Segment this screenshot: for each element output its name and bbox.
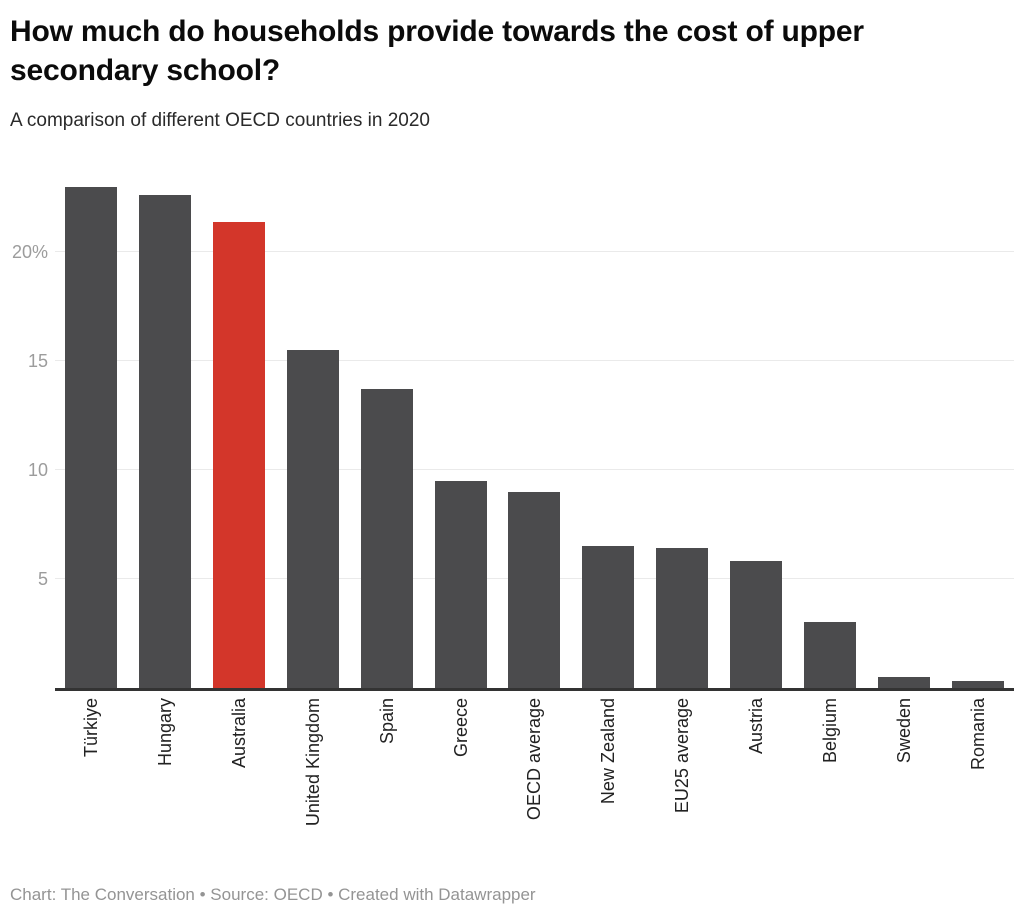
x-axis-labels: Türkiye Hungary Australia United Kingdom Spa… — [55, 698, 1014, 870]
chart-title: How much do households provide towards t… — [10, 15, 864, 87]
chart-subtitle: A comparison of different OECD countries… — [10, 110, 430, 131]
x-label-spain: Spain — [376, 697, 397, 744]
x-label-new-zealand: New Zealand — [598, 697, 619, 804]
x-label-greece: Greece — [450, 697, 471, 757]
x-label-eu25-average: EU25 average — [672, 697, 693, 813]
y-tick-label-5: 5 — [37, 568, 48, 589]
bar-spain — [360, 389, 413, 688]
bar-eu25-average — [656, 548, 709, 688]
gridline-15 — [55, 360, 1014, 361]
x-label-cell-sweden: Sweden — [878, 698, 930, 870]
x-label-cell-eu25-average: EU25 average — [656, 698, 708, 870]
x-label-cell-belgium: Belgium — [804, 698, 856, 870]
bar-austria — [730, 561, 783, 688]
x-label-cell-romania: Romania — [952, 698, 1004, 870]
bar-new-zealand — [582, 546, 635, 688]
bar-chart: 5 10 15 20% Türkiye Hungary Australia United K… — [10, 176, 1014, 870]
bar-turkiye — [65, 186, 117, 688]
y-tick-label-20: 20% — [11, 242, 48, 263]
bar-australia — [212, 221, 265, 688]
y-tick-label-15: 15 — [27, 351, 48, 371]
attribution-footer: Chart: The Conversation • Source: OECD •… — [10, 884, 536, 904]
x-label-cell-hungary: Hungary — [139, 698, 191, 870]
x-label-australia: Australia — [228, 697, 249, 768]
gridline-20 — [55, 251, 1014, 253]
x-label-united-kingdom: United Kingdom — [302, 697, 323, 826]
bar-belgium — [804, 622, 857, 688]
x-label-cell-new-zealand: New Zealand — [582, 698, 634, 870]
x-label-cell-united-kingdom: United Kingdom — [287, 698, 339, 870]
x-label-oecd-average: OECD average — [524, 697, 545, 820]
bar-oecd-average — [508, 491, 561, 688]
x-label-cell-austria: Austria — [730, 698, 782, 870]
gridline-10 — [55, 468, 1014, 470]
x-label-cell-spain: Spain — [361, 698, 413, 870]
x-label-romania: Romania — [967, 697, 988, 770]
x-label-cell-turkiye: Türkiye — [65, 698, 117, 870]
bars-group — [55, 176, 1014, 688]
x-label-sweden: Sweden — [893, 697, 914, 763]
bar-romania — [951, 681, 1004, 688]
x-label-cell-oecd-average: OECD average — [508, 698, 560, 870]
x-label-cell-australia: Australia — [213, 698, 265, 870]
bar-united-kingdom — [286, 350, 339, 688]
y-tick-label-10: 10 — [27, 459, 48, 480]
bar-sweden — [877, 676, 930, 688]
x-label-turkiye: Türkiye — [81, 697, 101, 757]
x-label-hungary: Hungary — [154, 697, 175, 766]
x-label-austria: Austria — [746, 697, 767, 754]
x-label-belgium: Belgium — [820, 697, 841, 763]
plot-area: 5 10 15 20% — [12, 176, 1014, 691]
x-label-cell-greece: Greece — [435, 698, 487, 870]
bar-greece — [434, 480, 487, 688]
bar-hungary — [138, 195, 191, 688]
